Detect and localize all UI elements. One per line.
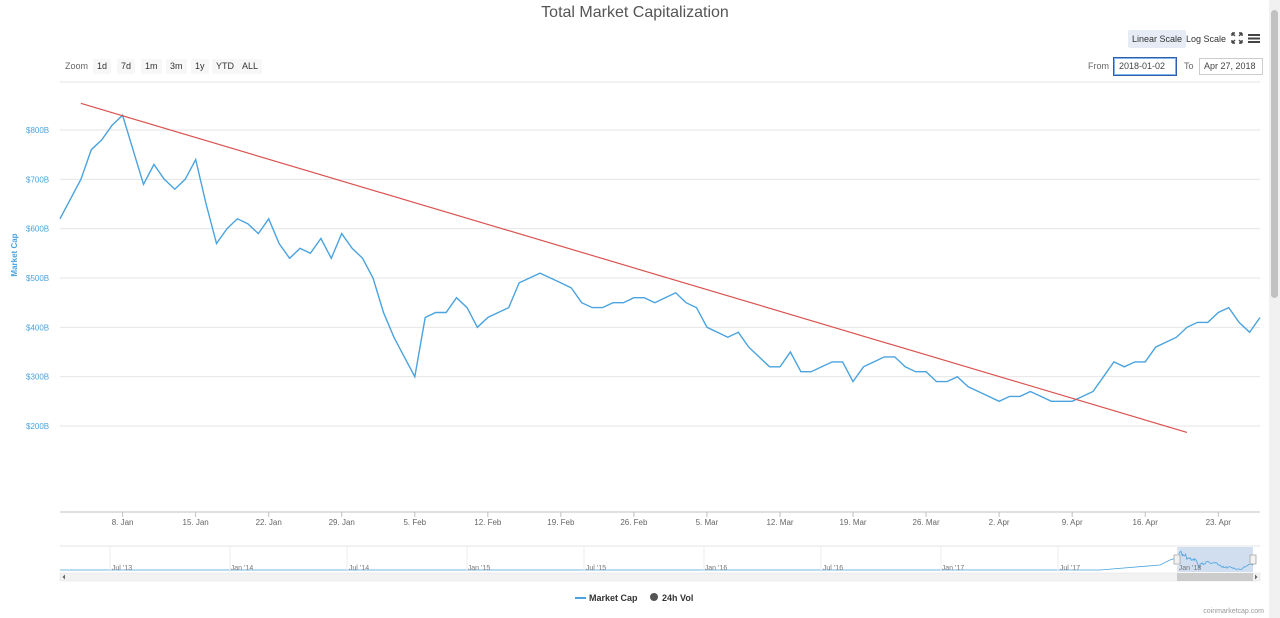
y-tick-label: $700B	[26, 175, 49, 184]
x-tick-label: 5. Mar	[696, 518, 719, 527]
page-scrollbar[interactable]	[1269, 0, 1280, 618]
navigator-scrollbar-track[interactable]	[59, 572, 1261, 582]
x-tick-label: 12. Mar	[766, 518, 793, 527]
x-tick-label: 29. Jan	[329, 518, 355, 527]
page-scrollbar-thumb[interactable]	[1271, 10, 1278, 298]
zoom-ytd-button[interactable]: YTD	[212, 59, 238, 74]
navigator-handle-left[interactable]	[1173, 554, 1181, 565]
x-axis: 8. Jan 15. Jan 22. Jan 29. Jan 5. Feb 12. Feb…	[112, 512, 1232, 527]
y-tick-label: $400B	[26, 323, 49, 332]
x-tick-label: 16. Apr	[1133, 518, 1159, 527]
navigator-tick-label: Jul ’15	[586, 565, 606, 572]
from-label: From	[1088, 61, 1109, 71]
to-date-input[interactable]: Apr 27, 2018	[1199, 58, 1263, 75]
x-tick-label: 9. Apr	[1062, 518, 1083, 527]
to-label: To	[1184, 61, 1194, 71]
x-tick-label: 12. Feb	[474, 518, 502, 527]
zoom-3m-button[interactable]: 3m	[166, 59, 187, 74]
x-tick-label: 22. Jan	[256, 518, 282, 527]
navigator-tick-label: Jul ’17	[1060, 565, 1080, 572]
zoom-all-button[interactable]: ALL	[238, 59, 263, 74]
market-cap-series-line	[59, 113, 1261, 403]
x-tick-label: 5. Feb	[403, 518, 426, 527]
x-tick-label: 26. Feb	[620, 518, 648, 527]
y-tick-label: $200B	[26, 422, 49, 431]
legend-label-market-cap: Market Cap	[589, 593, 638, 603]
hamburger-menu-icon[interactable]	[1247, 31, 1261, 45]
x-tick-label: 23. Apr	[1206, 518, 1232, 527]
chart-credit: coinmarketcap.com	[1203, 608, 1264, 615]
navigator-tick-label: Jan ’15	[468, 565, 491, 572]
log-scale-button[interactable]: Log Scale	[1186, 34, 1227, 44]
y-axis: $200B $300B $400B $500B $600B $700B $800B	[26, 126, 49, 431]
navigator-selected-range	[1177, 547, 1253, 572]
y-axis-label: Market Cap	[10, 233, 19, 276]
navigator-series-line	[60, 550, 1254, 571]
x-tick-label: 26. Mar	[913, 518, 940, 527]
navigator-tick-label: Jan ’17	[942, 565, 965, 572]
x-tick-label: 19. Feb	[547, 518, 575, 527]
navigator-tick-label: Jul ’16	[823, 565, 843, 572]
x-tick-label: 8. Jan	[112, 518, 134, 527]
x-tick-label: 2. Apr	[989, 518, 1010, 527]
legend-item-market-cap[interactable]: Market Cap	[575, 593, 638, 603]
linear-scale-button[interactable]: Linear Scale	[1128, 30, 1187, 48]
zoom-1d-button[interactable]: 1d	[93, 59, 112, 74]
zoom-1m-button[interactable]: 1m	[141, 59, 162, 74]
navigator-scrollbar-thumb[interactable]	[1177, 573, 1253, 581]
navigator-axis: Jul ’13 Jan ’14 Jul ’14 Jan ’15 Jul ’15 Jan ’…	[109, 546, 1202, 572]
legend: Market Cap 24h Vol	[575, 593, 693, 603]
x-tick-label: 19. Mar	[839, 518, 866, 527]
chart-title: Total Market Capitalization	[541, 4, 729, 21]
navigator-tick-label: Jul ’13	[112, 565, 132, 572]
navigator-tick-label: Jan ’14	[231, 565, 254, 572]
y-tick-label: $600B	[26, 225, 49, 234]
navigator-handle-right[interactable]	[1249, 554, 1257, 565]
y-tick-label: $500B	[26, 274, 49, 283]
navigator-tick-label: Jan ’16	[705, 565, 728, 572]
zoom-label: Zoom	[65, 61, 89, 71]
grid-layer	[60, 81, 1260, 513]
legend-label-24h-vol: 24h Vol	[662, 593, 693, 603]
navigator-tick-label: Jul ’14	[349, 565, 369, 572]
trend-line	[80, 102, 1188, 433]
zoom-7d-button[interactable]: 7d	[117, 59, 136, 74]
navigator-tick-label: Jan ’18	[1179, 565, 1202, 572]
navigator: Jul ’13 Jan ’14 Jul ’14 Jan ’15 Jul ’15 Jan ’…	[59, 545, 1261, 582]
from-date-input[interactable]: 2018-01-02	[1113, 57, 1177, 76]
expand-arrows-icon[interactable]	[1230, 31, 1244, 45]
scroll-right-arrow-icon[interactable]	[1255, 574, 1258, 580]
y-tick-label: $300B	[26, 373, 49, 382]
x-tick-label: 15. Jan	[183, 518, 209, 527]
y-tick-label: $800B	[26, 126, 49, 135]
legend-item-24h-vol[interactable]: 24h Vol	[650, 593, 693, 603]
scroll-left-arrow-icon[interactable]	[62, 574, 66, 580]
zoom-1y-button[interactable]: 1y	[191, 59, 209, 74]
